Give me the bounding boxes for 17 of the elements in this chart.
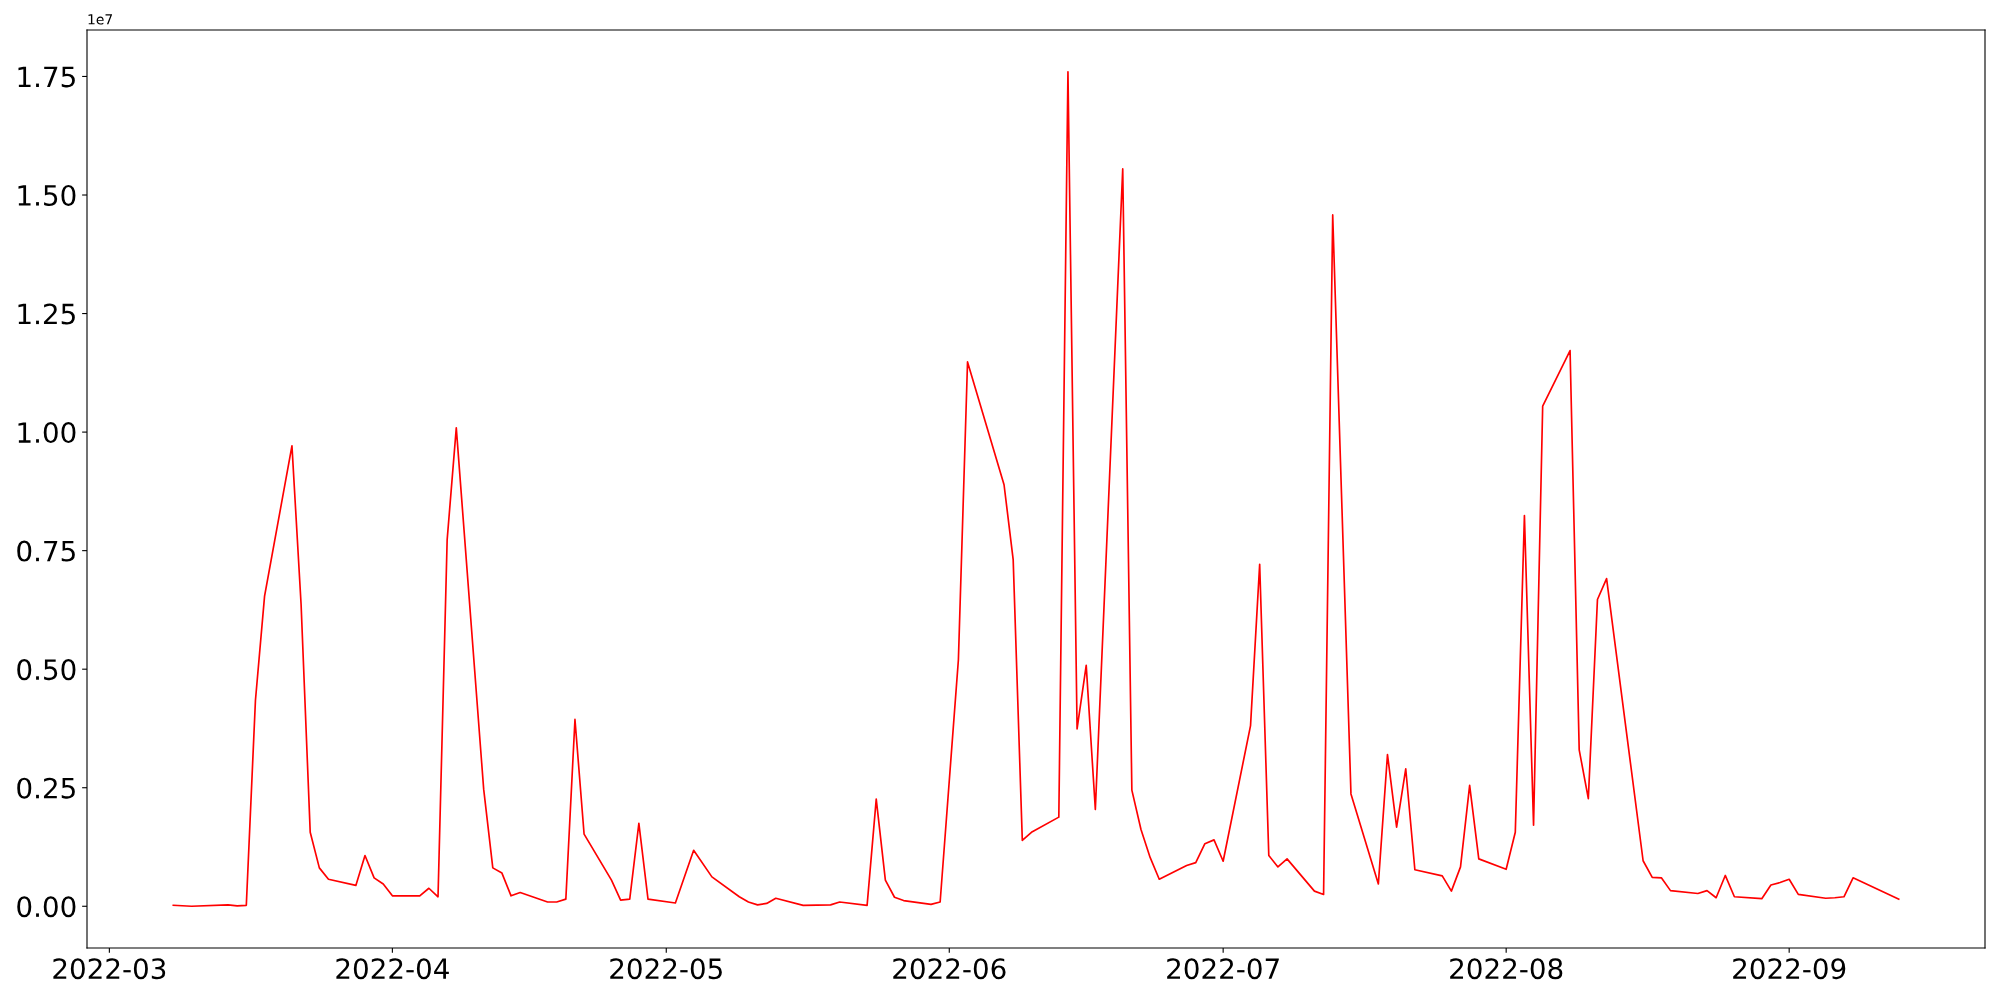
y-tick-label: 0.25 bbox=[17, 777, 75, 799]
text: 1e7 bbox=[88, 14, 113, 25]
y-tick-label: 1.50 bbox=[18, 184, 76, 206]
x-tick-label: 2022-08 bbox=[1450, 958, 1563, 980]
x-tick-label: 2022-07 bbox=[1167, 958, 1279, 980]
x-tick-label: 2022-04 bbox=[336, 958, 449, 980]
x-tick-label: 2022-09 bbox=[1733, 958, 1846, 980]
line-series bbox=[172, 70, 1900, 908]
x-tick-label: 2022-05 bbox=[610, 958, 722, 980]
y-tick-label: 1.25 bbox=[18, 303, 75, 325]
y-tick-label: 0.00 bbox=[17, 896, 76, 918]
y-tick-label: 0.50 bbox=[17, 659, 76, 681]
y-tick-label: 0.75 bbox=[17, 540, 75, 562]
y-tick-label: 1.00 bbox=[18, 422, 76, 444]
y-tick-label: 1.75 bbox=[18, 66, 75, 88]
x-tick-label: 2022-03 bbox=[53, 958, 166, 980]
x-tick-label: 2022-06 bbox=[893, 958, 1006, 980]
